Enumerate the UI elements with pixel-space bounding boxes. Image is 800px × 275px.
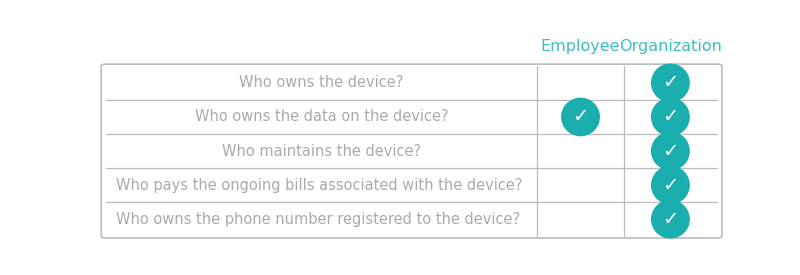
Text: ✓: ✓ xyxy=(662,73,678,92)
Ellipse shape xyxy=(652,166,689,204)
Ellipse shape xyxy=(652,98,689,136)
Text: Who owns the data on the device?: Who owns the data on the device? xyxy=(195,109,449,125)
Ellipse shape xyxy=(652,200,689,238)
Text: Who maintains the device?: Who maintains the device? xyxy=(222,144,422,159)
Text: Who pays the ongoing bills associated with the device?: Who pays the ongoing bills associated wi… xyxy=(115,178,522,193)
Ellipse shape xyxy=(652,133,689,170)
FancyBboxPatch shape xyxy=(102,64,722,238)
Text: ✓: ✓ xyxy=(662,176,678,195)
Text: Employee: Employee xyxy=(541,39,620,54)
Ellipse shape xyxy=(652,64,689,101)
Text: Who owns the phone number registered to the device?: Who owns the phone number registered to … xyxy=(115,212,520,227)
Text: Who owns the device?: Who owns the device? xyxy=(239,75,404,90)
Text: ✓: ✓ xyxy=(662,142,678,161)
Text: ✓: ✓ xyxy=(662,210,678,229)
Ellipse shape xyxy=(562,98,599,136)
Text: Organization: Organization xyxy=(619,39,722,54)
Text: ✓: ✓ xyxy=(662,108,678,126)
Text: ✓: ✓ xyxy=(572,108,589,126)
